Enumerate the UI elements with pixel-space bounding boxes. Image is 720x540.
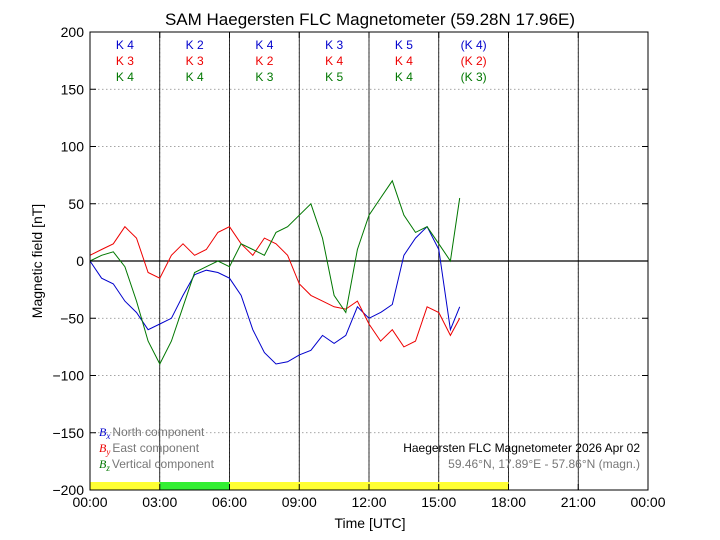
k-index-label: K 3 bbox=[255, 70, 273, 84]
k-index-label: (K 3) bbox=[461, 70, 487, 84]
legend-symbol: B bbox=[99, 441, 107, 455]
y-tick-label: 100 bbox=[61, 139, 85, 155]
legend-label: North component bbox=[112, 425, 205, 439]
legend-subscript: x bbox=[105, 431, 110, 441]
y-tick-label: 50 bbox=[68, 196, 84, 212]
legend-entry: Bz Vertical component bbox=[99, 457, 215, 473]
legend-symbol: B bbox=[99, 457, 107, 471]
k-index-label: K 4 bbox=[325, 54, 343, 68]
info-station-date: Haegersten FLC Magnetometer 2026 Apr 02 bbox=[403, 441, 640, 455]
legend-subscript: y bbox=[105, 447, 110, 457]
y-tick-label: 0 bbox=[76, 253, 84, 269]
series-line-x bbox=[89, 225, 461, 365]
series-line-y bbox=[89, 225, 461, 348]
x-tick-label: 09:00 bbox=[282, 494, 317, 510]
x-tick-label: 18:00 bbox=[491, 494, 526, 510]
x-tick-label: 03:00 bbox=[142, 494, 177, 510]
k-index-label: K 2 bbox=[186, 38, 204, 52]
k-index-label: K 4 bbox=[395, 70, 413, 84]
plot-area: K 4 K 3 K 4 K 2 K 3 K 4 K 4 K 2 K 3 K 3 K 4 K 5 K 5 K… bbox=[52, 24, 665, 510]
k-index-label: K 5 bbox=[325, 70, 343, 84]
x-axis-label: Time [UTC] bbox=[334, 515, 405, 531]
y-tick-label: 150 bbox=[61, 81, 85, 97]
legend-subscript: z bbox=[105, 463, 110, 473]
chart-title: SAM Haegersten FLC Magnetometer (59.28N … bbox=[165, 10, 575, 29]
x-tick-label: 15:00 bbox=[421, 494, 456, 510]
legend-label: Vertical component bbox=[112, 457, 215, 471]
k-index-label: (K 4) bbox=[461, 38, 487, 52]
y-tick-label: −50 bbox=[60, 310, 84, 326]
k-index-label: (K 2) bbox=[461, 54, 487, 68]
k-index-label: K 5 bbox=[395, 38, 413, 52]
y-tick-label: −100 bbox=[52, 368, 84, 384]
x-tick-label: 21:00 bbox=[561, 494, 596, 510]
k-index-label: K 3 bbox=[116, 54, 134, 68]
k-index-label: K 3 bbox=[325, 38, 343, 52]
k-index-label: K 4 bbox=[395, 54, 413, 68]
k-index-label: K 3 bbox=[186, 54, 204, 68]
x-tick-label: 12:00 bbox=[351, 494, 386, 510]
k-index-label: K 4 bbox=[255, 38, 273, 52]
k-index-label: K 2 bbox=[255, 54, 273, 68]
legend-entry: Bx North component bbox=[99, 425, 205, 441]
y-tick-label: 200 bbox=[61, 24, 85, 40]
info-coordinates: 59.46°N, 17.89°E - 57.86°N (magn.) bbox=[448, 457, 640, 471]
legend-symbol: B bbox=[99, 425, 107, 439]
k-index-label: K 4 bbox=[116, 38, 134, 52]
k-index-label: K 4 bbox=[186, 70, 204, 84]
y-axis-label: Magnetic field [nT] bbox=[29, 204, 45, 318]
k-index-label: K 4 bbox=[116, 70, 134, 84]
x-tick-label: 00:00 bbox=[630, 494, 665, 510]
y-tick-label: −200 bbox=[52, 482, 84, 498]
y-tick-label: −150 bbox=[52, 425, 84, 441]
activity-bar-segment bbox=[90, 482, 160, 490]
x-tick-label: 00:00 bbox=[72, 494, 107, 510]
series-line-z bbox=[89, 179, 461, 366]
legend-entry: By East component bbox=[99, 441, 200, 457]
activity-bar-segment bbox=[159, 482, 230, 490]
x-tick-label: 06:00 bbox=[212, 494, 247, 510]
legend-label: East component bbox=[112, 441, 199, 455]
